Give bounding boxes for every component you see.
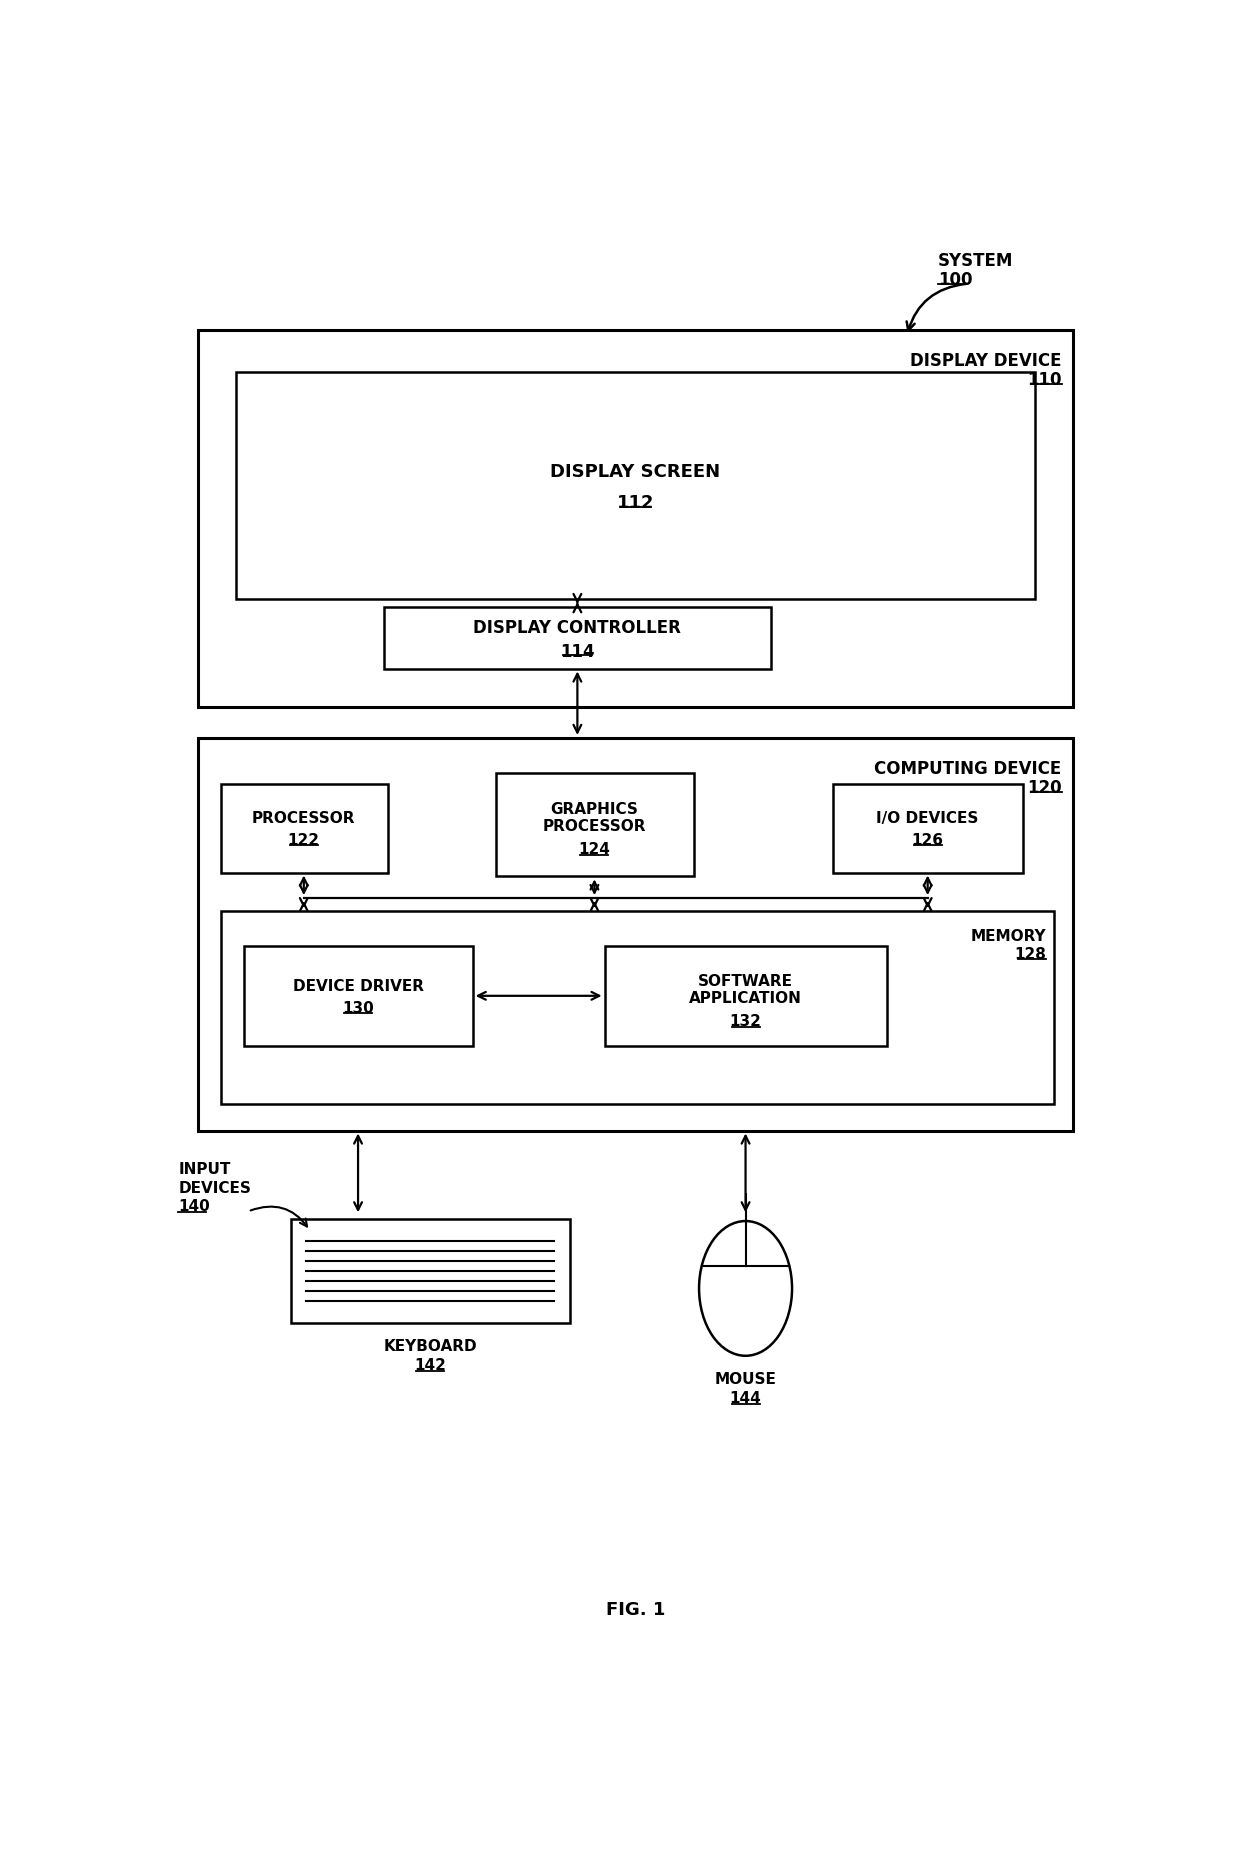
Text: 126: 126: [911, 832, 944, 847]
Text: I/O DEVICES: I/O DEVICES: [877, 810, 978, 825]
Text: DEVICE DRIVER: DEVICE DRIVER: [293, 979, 424, 993]
Text: PROCESSOR: PROCESSOR: [543, 819, 646, 834]
Text: GRAPHICS: GRAPHICS: [551, 802, 639, 817]
Text: SYSTEM: SYSTEM: [937, 253, 1013, 269]
Bar: [833, 786, 1023, 873]
Text: 128: 128: [1014, 947, 1047, 962]
Text: 124: 124: [579, 841, 610, 856]
Text: DISPLAY SCREEN: DISPLAY SCREEN: [551, 462, 720, 481]
Bar: [383, 607, 771, 669]
Text: MEMORY: MEMORY: [971, 928, 1047, 943]
Ellipse shape: [699, 1222, 792, 1356]
Text: 142: 142: [414, 1357, 446, 1372]
Text: APPLICATION: APPLICATION: [689, 990, 802, 1005]
Text: 140: 140: [179, 1198, 210, 1214]
Bar: [197, 739, 1074, 1131]
Text: DISPLAY CONTROLLER: DISPLAY CONTROLLER: [474, 618, 681, 637]
Text: DISPLAY DEVICE: DISPLAY DEVICE: [910, 353, 1061, 370]
Text: 132: 132: [729, 1014, 761, 1029]
Text: 112: 112: [616, 494, 655, 513]
Bar: [496, 773, 693, 877]
Bar: [221, 912, 1054, 1105]
Bar: [237, 373, 1034, 600]
Text: 120: 120: [1027, 778, 1061, 797]
Text: KEYBOARD: KEYBOARD: [383, 1339, 477, 1354]
Text: INPUT: INPUT: [179, 1162, 231, 1177]
Bar: [244, 947, 472, 1045]
Bar: [605, 947, 888, 1045]
Text: 122: 122: [288, 832, 320, 847]
Text: MOUSE: MOUSE: [714, 1372, 776, 1387]
Text: 100: 100: [937, 271, 972, 288]
Bar: [221, 786, 387, 873]
Text: FIG. 1: FIG. 1: [606, 1601, 665, 1619]
Bar: [290, 1220, 569, 1324]
Text: SOFTWARE: SOFTWARE: [698, 973, 794, 988]
Text: 144: 144: [729, 1389, 761, 1406]
Bar: [197, 331, 1074, 708]
Text: DEVICES: DEVICES: [179, 1181, 252, 1196]
Text: 110: 110: [1027, 371, 1061, 388]
Text: PROCESSOR: PROCESSOR: [252, 810, 356, 825]
Text: 130: 130: [342, 1001, 374, 1016]
Text: 114: 114: [560, 643, 595, 661]
Text: COMPUTING DEVICE: COMPUTING DEVICE: [874, 760, 1061, 778]
